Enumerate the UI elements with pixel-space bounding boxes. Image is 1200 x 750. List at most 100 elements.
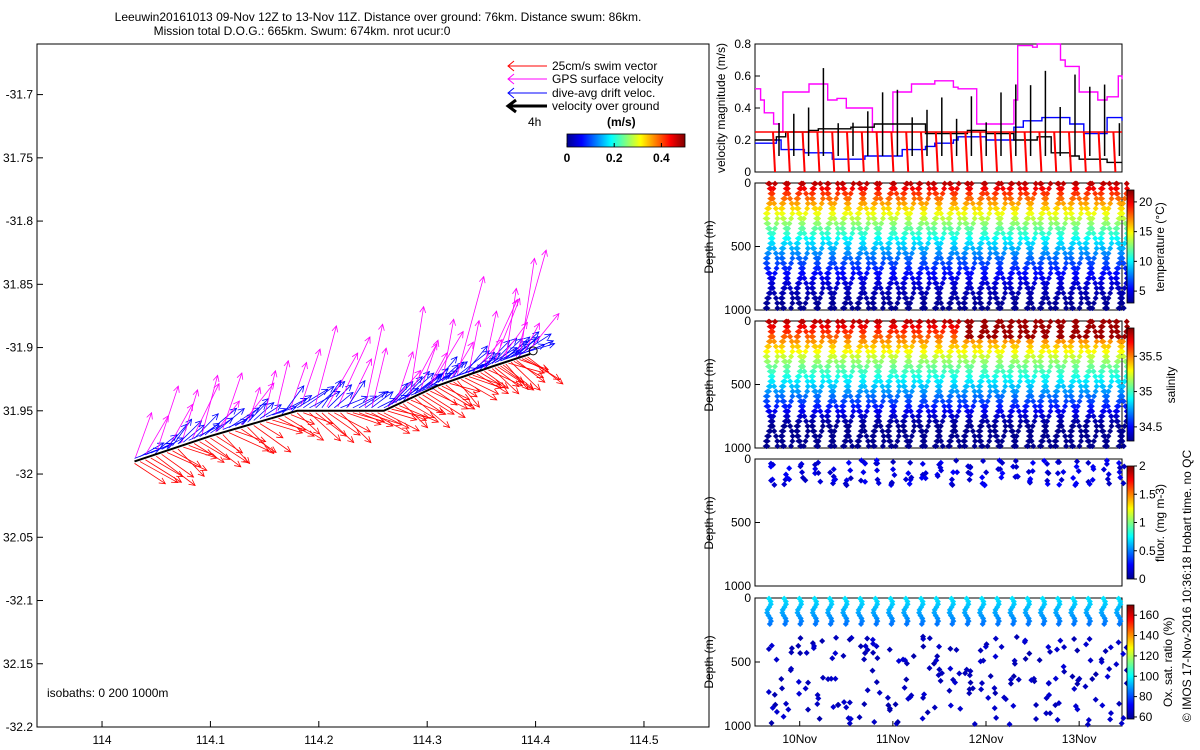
profile-sample [829, 655, 836, 662]
profile-sample [849, 185, 856, 192]
profile-sample [1005, 328, 1014, 335]
profile-sample [960, 393, 969, 400]
profile-sample [914, 418, 923, 425]
profile-sample [941, 363, 948, 370]
profile-sample [947, 230, 956, 237]
profile-sample [925, 378, 932, 385]
profile-sample [895, 343, 902, 350]
profile-sample [925, 333, 932, 340]
profile-sample [982, 323, 989, 330]
profile-sample [1058, 190, 1065, 197]
profile-sample [1068, 215, 1077, 222]
profile-sample [992, 433, 1001, 440]
profile-sample [780, 423, 789, 430]
profile-sample [1090, 185, 1097, 192]
profile-sample [847, 235, 854, 242]
profile-sample [778, 338, 787, 345]
map-axes-box [36, 43, 710, 728]
profile-sample [808, 280, 817, 287]
profile-sample [978, 686, 985, 693]
profile-sample [907, 348, 914, 355]
profile-sample [923, 290, 930, 297]
profile-sample [856, 205, 865, 212]
profile-sample [846, 423, 853, 430]
profile-sample [781, 403, 790, 410]
profile-sample [978, 418, 987, 425]
profile-sample [967, 373, 974, 380]
profile-sample [1012, 348, 1019, 355]
profile-sample [967, 230, 974, 237]
map-y-tick-label: 32.15 [3, 657, 33, 671]
profile-sample [985, 240, 992, 247]
profile-sample [925, 180, 932, 187]
profile-sample [1017, 235, 1024, 242]
profile-sample [920, 633, 927, 640]
profile-sample [769, 378, 776, 385]
profile-sample [769, 190, 776, 197]
gps-vector-shaft [168, 404, 193, 447]
profile-sample [853, 260, 862, 267]
profile-sample [979, 620, 986, 627]
swim-vector-head [501, 387, 510, 395]
profile-sample [1063, 393, 1070, 400]
swim-vector-head [512, 387, 520, 395]
profile-sample [825, 240, 834, 247]
swim-vector [527, 356, 564, 385]
profile-sample [915, 423, 924, 430]
profile-sample [1099, 408, 1108, 415]
profile-sample [855, 433, 864, 440]
profile-sample [915, 363, 924, 370]
profile-sample [906, 305, 913, 312]
profile-sample [896, 428, 903, 435]
profile-sample [855, 180, 864, 187]
profile-sample [1084, 185, 1093, 192]
gps-vector [156, 385, 180, 451]
profile-sample [1051, 255, 1060, 262]
profile-sample [971, 353, 978, 360]
drift-vector [340, 395, 369, 409]
profile-sample [925, 285, 932, 292]
profile-sample [967, 679, 974, 686]
profile-sample [815, 443, 822, 450]
profile-sample [894, 393, 901, 400]
profile-sample [962, 428, 971, 435]
profile-sample [909, 413, 916, 420]
profile-sample [915, 180, 924, 187]
profile-sample [762, 210, 771, 217]
profile-sample [796, 323, 805, 330]
profile-sample [967, 280, 974, 287]
profile-sample [810, 408, 819, 415]
profile-sample [1047, 180, 1054, 187]
profile-sample [917, 383, 926, 390]
profile-sample [862, 230, 869, 237]
depth-y-tick-label: 1000 [724, 719, 751, 733]
profile-sample [1028, 200, 1035, 207]
profile-sample [1054, 180, 1063, 187]
profile-sample [1017, 280, 1024, 287]
profile-sample [1054, 470, 1061, 477]
profile-sample [1058, 423, 1065, 430]
profile-sample [982, 408, 989, 415]
depth-y-tick-label: 500 [731, 516, 751, 530]
profile-sample [971, 343, 978, 350]
profile-sample [1087, 657, 1094, 664]
profile-sample [831, 428, 838, 435]
profile-sample [985, 378, 992, 385]
profile-sample [803, 235, 810, 242]
profile-sample [1043, 195, 1050, 202]
profile-sample [1029, 195, 1036, 202]
profile-sample [999, 210, 1006, 217]
profile-sample [1078, 348, 1085, 355]
profile-sample [771, 383, 778, 390]
swim-vector-head [516, 376, 525, 384]
swim-vector-head [431, 416, 440, 423]
profile-sample [1007, 408, 1016, 415]
velocity-panel: 00.20.40.60.8 velocity magnitude (m/s) [714, 37, 1123, 179]
profile-sample [870, 649, 877, 656]
profile-sample [917, 220, 926, 227]
swim-vector [309, 412, 342, 442]
profile-sample [1104, 358, 1111, 365]
map-y-tick-label: -31.8 [6, 214, 34, 228]
fluorescence-profiles [767, 457, 1128, 489]
gps-vector-shaft [191, 383, 220, 440]
